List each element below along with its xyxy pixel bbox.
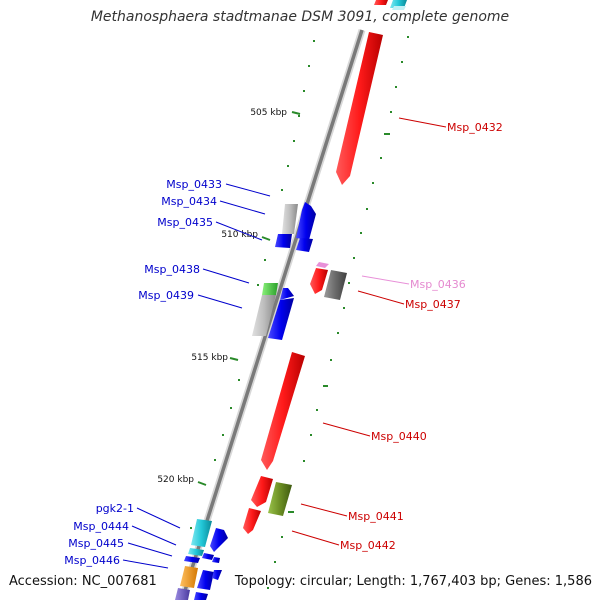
gene-feature[interactable] — [280, 288, 294, 300]
gene-feature[interactable] — [212, 557, 220, 563]
gene-feature[interactable] — [252, 295, 276, 336]
gene-msp-0436[interactable] — [316, 262, 329, 268]
gene-label[interactable]: Msp_0440 — [371, 430, 427, 443]
gene-feature[interactable] — [374, 0, 388, 5]
gene-label[interactable]: Msp_0436 — [410, 278, 466, 291]
scale-tick-label: 520 kbp — [157, 475, 194, 485]
gene-label[interactable]: Msp_0432 — [447, 121, 503, 134]
gene-label[interactable]: Msp_0444 — [73, 520, 129, 533]
gene-msp-0444[interactable] — [210, 528, 228, 552]
gene-msp-0434[interactable] — [296, 202, 316, 240]
gene-label[interactable]: Msp_0445 — [68, 537, 124, 550]
gene-label[interactable]: Msp_0446 — [64, 554, 120, 567]
gene-msp-0441[interactable] — [251, 476, 273, 507]
gene-msp-0439[interactable] — [268, 298, 294, 340]
map-title: Methanosphaera stadtmanae DSM 3091, comp… — [90, 9, 510, 25]
gene-msp-0440[interactable] — [261, 352, 305, 470]
gene-label[interactable]: Msp_0439 — [138, 289, 194, 302]
accession-text: Accession: NC_007681 — [9, 574, 157, 589]
gene-features — [175, 0, 407, 600]
gc-track-left — [190, 40, 315, 529]
gene-feature[interactable] — [212, 570, 222, 580]
gene-feature[interactable] — [310, 268, 328, 294]
gene-msp-0435[interactable] — [275, 234, 292, 248]
gene-label[interactable]: Msp_0437 — [405, 298, 461, 311]
gc-track-right — [267, 36, 409, 589]
gene-feature[interactable] — [184, 556, 200, 563]
gene-label[interactable]: Msp_0442 — [340, 539, 396, 552]
gene-labels: Msp_0432 Msp_0433 Msp_0434 Msp_0435 Msp_… — [64, 121, 502, 567]
gene-pgk2-1[interactable] — [191, 519, 212, 547]
gene-feature[interactable] — [175, 588, 190, 600]
gene-label[interactable]: Msp_0433 — [166, 178, 222, 191]
gene-msp-0437[interactable] — [324, 270, 347, 300]
scale-tick-label: 515 kbp — [191, 353, 228, 363]
gene-msp-0438[interactable] — [262, 283, 278, 295]
genome-backbone — [178, 28, 366, 600]
gene-msp-0432[interactable] — [336, 32, 383, 185]
label-leader-lines — [122, 117, 447, 569]
gene-feature[interactable] — [197, 570, 214, 590]
gene-msp-0433[interactable] — [282, 204, 298, 234]
gene-label[interactable]: Msp_0435 — [157, 216, 213, 229]
gene-msp-0446[interactable] — [180, 566, 198, 588]
gene-feature[interactable] — [194, 592, 208, 600]
scale-tick-label: 510 kbp — [221, 230, 258, 240]
gene-feature[interactable] — [392, 6, 406, 10]
gene-label[interactable]: Msp_0441 — [348, 510, 404, 523]
gene-label[interactable]: Msp_0438 — [144, 263, 200, 276]
gene-feature[interactable] — [268, 482, 292, 516]
scale-tick-labels: 505 kbp 510 kbp 515 kbp 520 kbp — [157, 108, 287, 485]
topology-text: Topology: circular; Length: 1,767,403 bp… — [234, 574, 592, 589]
gene-msp-0442[interactable] — [243, 508, 261, 534]
scale-ticks — [197, 111, 301, 486]
gene-label[interactable]: Msp_0434 — [161, 195, 217, 208]
gene-msp-0445[interactable] — [202, 553, 214, 560]
scale-tick-label: 505 kbp — [250, 108, 287, 118]
gene-label[interactable]: pgk2-1 — [96, 502, 134, 515]
gene-feature[interactable] — [296, 238, 313, 252]
gene-feature[interactable] — [188, 548, 204, 556]
